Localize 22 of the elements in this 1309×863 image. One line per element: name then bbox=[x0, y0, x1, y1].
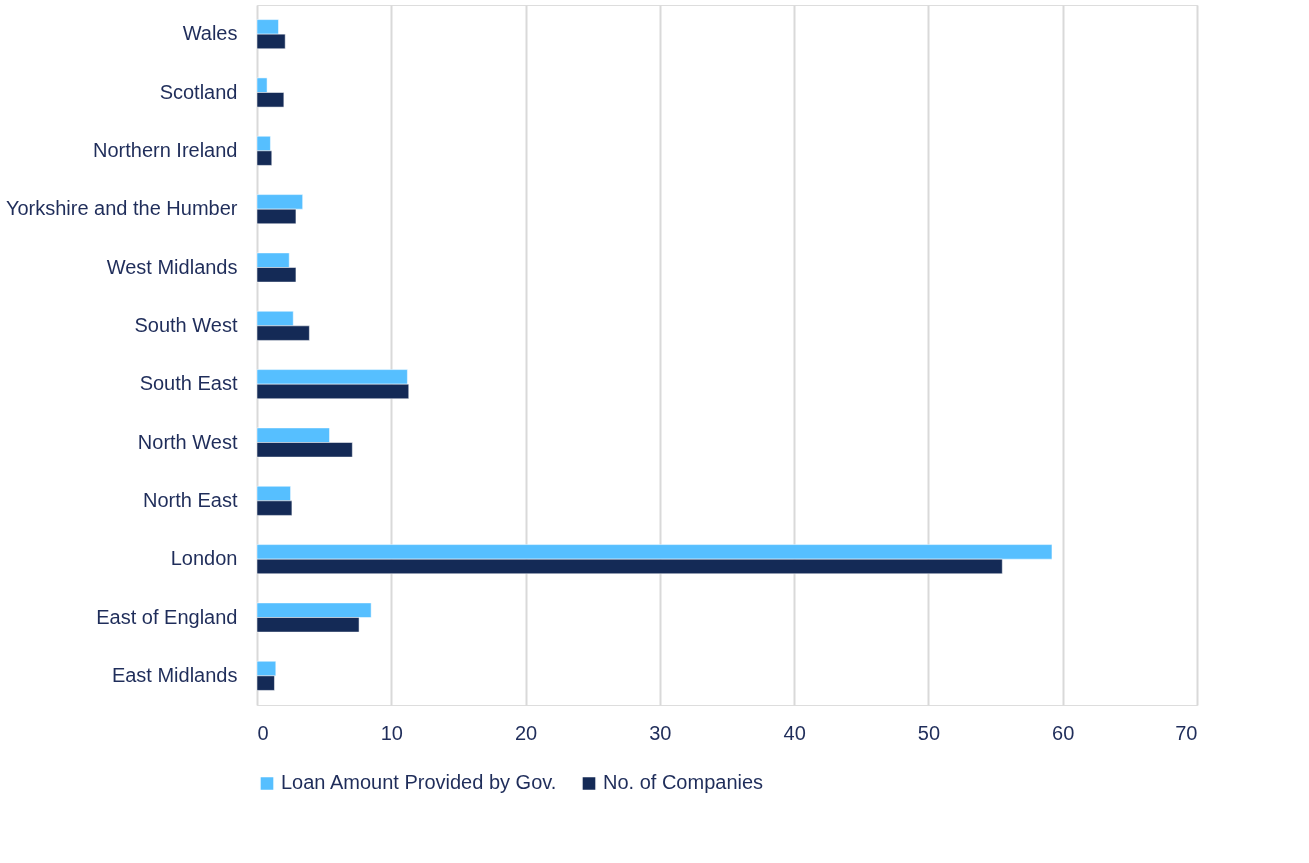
x-tick-label: 10 bbox=[380, 721, 403, 744]
y-tick-label: South West bbox=[134, 313, 238, 336]
y-tick-label: West Midlands bbox=[106, 255, 238, 278]
x-tick-label: 20 bbox=[514, 721, 538, 744]
y-tick-label: Scotland bbox=[159, 80, 238, 103]
y-tick-label: East Midlands bbox=[111, 663, 238, 686]
x-tick-label: 40 bbox=[783, 721, 806, 744]
x-tick-label: 0 bbox=[257, 721, 269, 744]
x-tick-label: 30 bbox=[649, 721, 672, 744]
x-tick-label: 60 bbox=[1052, 721, 1075, 744]
y-tick-label: East of England bbox=[96, 605, 238, 628]
x-tick-label: 70 bbox=[1175, 721, 1198, 744]
y-tick-label: Yorkshire and the Humber bbox=[5, 197, 238, 220]
legend-label: Loan Amount Provided by Gov. bbox=[281, 771, 557, 794]
x-tick-label: 50 bbox=[917, 721, 941, 744]
y-tick-label: Wales bbox=[182, 22, 238, 45]
legend-label: No. of Companies bbox=[603, 771, 764, 794]
y-tick-label: London bbox=[170, 547, 238, 570]
y-tick-label: North East bbox=[143, 488, 238, 511]
y-tick-label: South East bbox=[139, 372, 238, 395]
y-tick-label: Northern Ireland bbox=[92, 138, 238, 161]
y-tick-label: North West bbox=[137, 430, 238, 453]
